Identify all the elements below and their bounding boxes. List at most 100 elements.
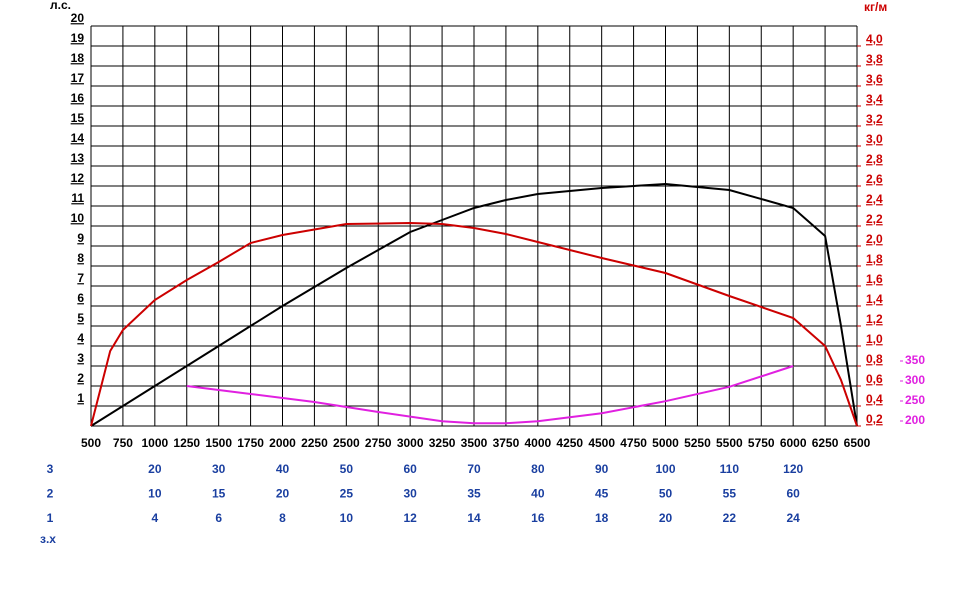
gear-speed-label: 80	[531, 462, 545, 476]
gear-speed-label: 6	[215, 511, 222, 525]
y-tick-label: 5	[77, 311, 84, 325]
gear-speed-label: 20	[276, 487, 290, 501]
gear-speed-label: 15	[212, 487, 226, 501]
y-tick-label: 1	[77, 391, 84, 405]
x-tick-label: 5750	[748, 436, 775, 450]
y-tick-label: 18	[71, 51, 85, 65]
y2-tick-label: 0,4	[866, 392, 883, 406]
gear-speed-label: 35	[467, 487, 481, 501]
x-tick-label: 5500	[716, 436, 743, 450]
gear-speed-label: 40	[276, 462, 290, 476]
y2-tick-label: 1,2	[866, 312, 883, 326]
gear-speed-label: 100	[655, 462, 675, 476]
x-tick-label: 4250	[556, 436, 583, 450]
gear-speed-label: 30	[212, 462, 226, 476]
x-tick-label: 5250	[684, 436, 711, 450]
x-tick-label: 500	[81, 436, 101, 450]
x-tick-label: 6000	[780, 436, 807, 450]
y-tick-label: 15	[71, 111, 85, 125]
y3-tick-label: 200	[905, 413, 925, 427]
gear-speed-label: 45	[595, 487, 609, 501]
gear-label: 2	[47, 487, 54, 501]
x-tick-label: 2250	[301, 436, 328, 450]
footnote: з.х	[40, 532, 56, 546]
y2-tick-label: 2,2	[866, 212, 883, 226]
y2-tick-label: 2,4	[866, 192, 883, 206]
x-tick-label: 4750	[620, 436, 647, 450]
y-tick-label: 14	[71, 131, 85, 145]
x-tick-label: 750	[113, 436, 133, 450]
y-tick-label: 4	[77, 331, 84, 345]
gear-speed-label: 12	[403, 511, 417, 525]
x-tick-label: 6250	[812, 436, 839, 450]
gear-speed-label: 14	[467, 511, 481, 525]
y-tick-label: 10	[71, 211, 85, 225]
gear-speed-label: 16	[531, 511, 545, 525]
gear-speed-label: 8	[279, 511, 286, 525]
gear-speed-label: 30	[403, 487, 417, 501]
gear-speed-label: 10	[148, 487, 162, 501]
y2-tick-label: 2,8	[866, 152, 883, 166]
gear-speed-label: 50	[340, 462, 354, 476]
x-tick-label: 4500	[588, 436, 615, 450]
x-tick-label: 3750	[493, 436, 520, 450]
gear-speed-label: 55	[723, 487, 737, 501]
y-tick-label: 16	[71, 91, 85, 105]
series-line	[90, 182, 858, 427]
x-tick-label: 1750	[237, 436, 264, 450]
y3-tick-label: 350	[905, 353, 925, 367]
x-tick-label: 2000	[269, 436, 296, 450]
gear-speed-label: 24	[786, 511, 800, 525]
x-tick-label: 1500	[205, 436, 232, 450]
x-tick-label: 3500	[461, 436, 488, 450]
x-tick-label: 5000	[652, 436, 679, 450]
y2-tick-label: 4,0	[866, 32, 883, 46]
y-tick-label: 17	[71, 71, 85, 85]
series-line	[186, 365, 794, 425]
y2-tick-label: 1,0	[866, 332, 883, 346]
y2-tick-label: 3,4	[866, 92, 883, 106]
gear-speed-label: 50	[659, 487, 673, 501]
gear-speed-label: 60	[786, 487, 800, 501]
y2-tick-label: 3,0	[866, 132, 883, 146]
gear-speed-label: 20	[148, 462, 162, 476]
y3-tick-label: 300	[905, 373, 925, 387]
x-tick-label: 6500	[844, 436, 871, 450]
x-tick-label: 1000	[141, 436, 168, 450]
y2-tick-label: 0,2	[866, 412, 883, 426]
y-tick-label: 7	[77, 271, 84, 285]
x-tick-label: 2750	[365, 436, 392, 450]
y2-tick-label: 3,8	[866, 52, 883, 66]
series-line	[90, 221, 858, 427]
gear-speed-label: 25	[340, 487, 354, 501]
y-tick-label: 2	[77, 371, 84, 385]
gear-speed-label: 4	[151, 511, 158, 525]
y-tick-label: 19	[71, 31, 85, 45]
y2-tick-label: 3,6	[866, 72, 883, 86]
y2-tick-label: 1,4	[866, 292, 883, 306]
gear-speed-label: 60	[403, 462, 417, 476]
y3-tick-label: 250	[905, 393, 925, 407]
gear-speed-label: 40	[531, 487, 545, 501]
gear-speed-label: 120	[783, 462, 803, 476]
y-tick-label: 12	[71, 171, 85, 185]
gear-speed-label: 110	[720, 462, 740, 476]
gear-label: 1	[47, 511, 54, 525]
y2-tick-label: 1,8	[866, 252, 883, 266]
gear-speed-label: 20	[659, 511, 673, 525]
y-tick-label: 13	[71, 151, 85, 165]
y2-axis-label: кг/м	[864, 0, 887, 14]
y-tick-label: 20	[71, 11, 85, 25]
y2-tick-label: 3,2	[866, 112, 883, 126]
gear-speed-label: 18	[595, 511, 609, 525]
gear-speed-label: 22	[723, 511, 737, 525]
x-tick-label: 3250	[429, 436, 456, 450]
x-tick-label: 2500	[333, 436, 360, 450]
y-tick-label: 11	[71, 191, 84, 205]
x-tick-label: 3000	[397, 436, 424, 450]
x-tick-label: 4000	[524, 436, 551, 450]
gear-speed-label: 70	[467, 462, 481, 476]
gear-speed-label: 90	[595, 462, 609, 476]
